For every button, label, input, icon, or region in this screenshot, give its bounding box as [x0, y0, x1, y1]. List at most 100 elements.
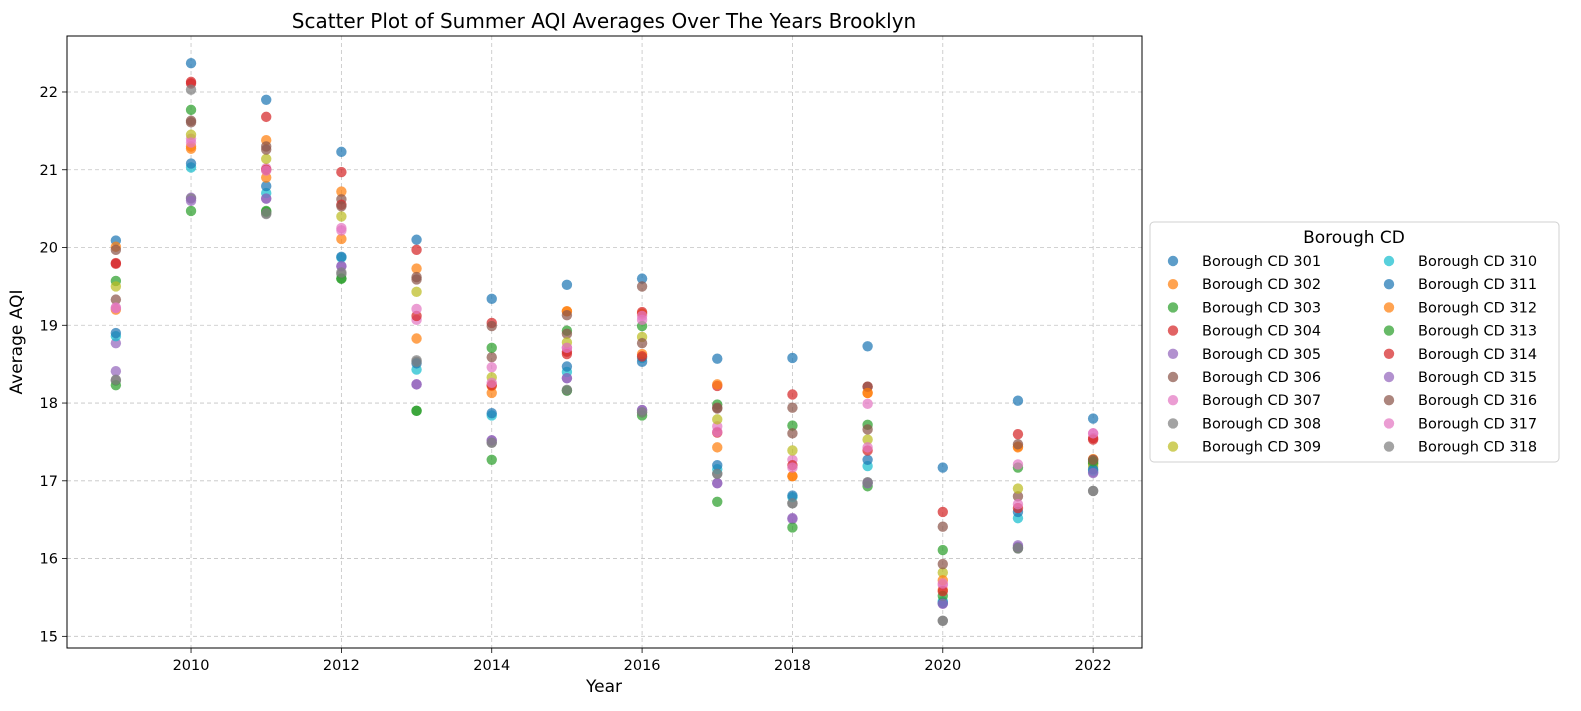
data-point-borough-cd-317 [110, 302, 122, 313]
y-tick-label: 22 [40, 85, 58, 101]
data-point-borough-cd-302 [336, 186, 347, 197]
data-point-borough-cd-316 [411, 274, 422, 285]
data-point-borough-cd-318 [185, 84, 197, 95]
legend-marker [1383, 325, 1395, 336]
data-point-borough-cd-301 [261, 94, 272, 105]
data-point-borough-cd-317 [336, 225, 347, 236]
data-point-borough-cd-313 [787, 522, 798, 533]
data-point-borough-cd-311 [712, 460, 723, 471]
data-point-borough-cd-314 [636, 351, 648, 362]
y-tick-label: 18 [40, 396, 58, 412]
data-point-borough-cd-301 [185, 58, 197, 69]
data-point-borough-cd-301 [486, 293, 497, 305]
data-point-borough-cd-309 [1012, 483, 1024, 494]
data-point-borough-cd-311 [336, 251, 347, 263]
x-tick-label: 2014 [473, 658, 510, 674]
data-point-borough-cd-303 [787, 420, 798, 431]
data-point-borough-cd-312 [411, 333, 422, 344]
data-point-borough-cd-317 [261, 165, 272, 176]
x-tick-label: 2020 [924, 658, 961, 674]
data-point-borough-cd-315 [110, 365, 122, 377]
data-point-borough-cd-301 [1087, 413, 1099, 424]
data-point-borough-cd-318 [261, 208, 272, 219]
data-point-borough-cd-316 [712, 402, 723, 413]
data-points [110, 58, 1099, 626]
legend-items: Borough CD 301 Borough CD 302 Borough CD 3… [1167, 254, 1537, 456]
x-tick-label: 2016 [624, 658, 661, 674]
y-tick-label: 16 [40, 552, 58, 568]
y-tick-label: 20 [40, 241, 58, 257]
data-point-borough-cd-315 [561, 372, 573, 384]
data-point-borough-cd-307 [486, 362, 497, 373]
data-point-borough-cd-309 [862, 434, 873, 445]
y-tick-label: 17 [40, 474, 58, 490]
legend-marker [1383, 371, 1395, 383]
data-point-borough-cd-309 [185, 129, 197, 140]
data-point-borough-cd-311 [561, 361, 573, 372]
data-point-borough-cd-306 [937, 521, 948, 532]
data-point-borough-cd-313 [411, 405, 422, 417]
data-point-borough-cd-316 [486, 320, 497, 332]
data-point-borough-cd-315 [185, 195, 197, 207]
data-point-borough-cd-302 [712, 442, 723, 453]
legend-marker [1167, 441, 1179, 452]
data-point-borough-cd-316 [787, 428, 798, 439]
data-point-borough-cd-318 [561, 384, 573, 396]
legend-label: Borough CD 313 [1418, 324, 1537, 340]
data-point-borough-cd-317 [862, 442, 873, 453]
data-point-borough-cd-311 [787, 490, 798, 501]
data-point-borough-cd-301 [862, 341, 873, 352]
data-point-borough-cd-316 [1012, 439, 1024, 450]
x-tick-label: 2018 [774, 658, 811, 674]
data-point-borough-cd-317 [561, 342, 573, 354]
data-point-borough-cd-316 [862, 424, 873, 435]
data-point-borough-cd-309 [937, 567, 948, 578]
grid [67, 36, 1142, 648]
data-point-borough-cd-311 [486, 407, 497, 419]
data-point-borough-cd-318 [787, 498, 798, 509]
legend-label: Borough CD 306 [1202, 370, 1321, 386]
legend-label: Borough CD 307 [1202, 393, 1321, 409]
data-point-borough-cd-306 [787, 402, 798, 413]
legend-marker [1167, 279, 1179, 290]
legend-label: Borough CD 308 [1202, 416, 1321, 432]
data-point-borough-cd-318 [486, 437, 497, 448]
data-point-borough-cd-304 [787, 389, 798, 400]
data-point-borough-cd-313 [712, 496, 723, 508]
data-point-borough-cd-311 [110, 327, 122, 339]
data-point-borough-cd-304 [411, 244, 422, 256]
plot-frame [66, 35, 1143, 649]
data-point-borough-cd-312 [336, 233, 347, 245]
data-point-borough-cd-316 [636, 337, 648, 349]
x-axis-label: Year [585, 677, 622, 697]
data-point-borough-cd-309 [411, 286, 422, 298]
data-point-borough-cd-309 [712, 414, 723, 425]
data-point-borough-cd-309 [261, 153, 272, 165]
legend-marker [1383, 441, 1395, 452]
legend-label: Borough CD 310 [1418, 254, 1537, 270]
data-point-borough-cd-311 [261, 180, 272, 192]
data-point-borough-cd-315 [261, 193, 272, 204]
data-point-borough-cd-317 [411, 303, 422, 315]
data-point-borough-cd-317 [1012, 498, 1024, 510]
data-point-borough-cd-318 [110, 374, 122, 385]
data-point-borough-cd-317 [937, 578, 948, 589]
data-point-borough-cd-301 [712, 353, 723, 364]
data-point-borough-cd-316 [937, 558, 948, 570]
data-point-borough-cd-313 [185, 205, 197, 217]
data-point-borough-cd-314 [937, 586, 948, 597]
legend-label: Borough CD 301 [1202, 254, 1321, 270]
x-tick-label: 2012 [323, 658, 360, 674]
data-point-borough-cd-312 [712, 379, 723, 390]
data-point-borough-cd-309 [787, 445, 798, 456]
legend-box [1149, 221, 1560, 463]
data-point-borough-cd-318 [411, 356, 422, 368]
legend-label: Borough CD 316 [1418, 393, 1537, 409]
data-point-borough-cd-311 [185, 158, 197, 169]
data-point-borough-cd-316 [261, 144, 272, 155]
axis-ticks: 2010 2012 2014 2016 2018 2020 2022151617181920… [40, 85, 1112, 674]
legend-label: Borough CD 311 [1418, 277, 1537, 293]
legend-label: Borough CD 302 [1202, 277, 1321, 293]
data-point-borough-cd-306 [110, 294, 122, 305]
